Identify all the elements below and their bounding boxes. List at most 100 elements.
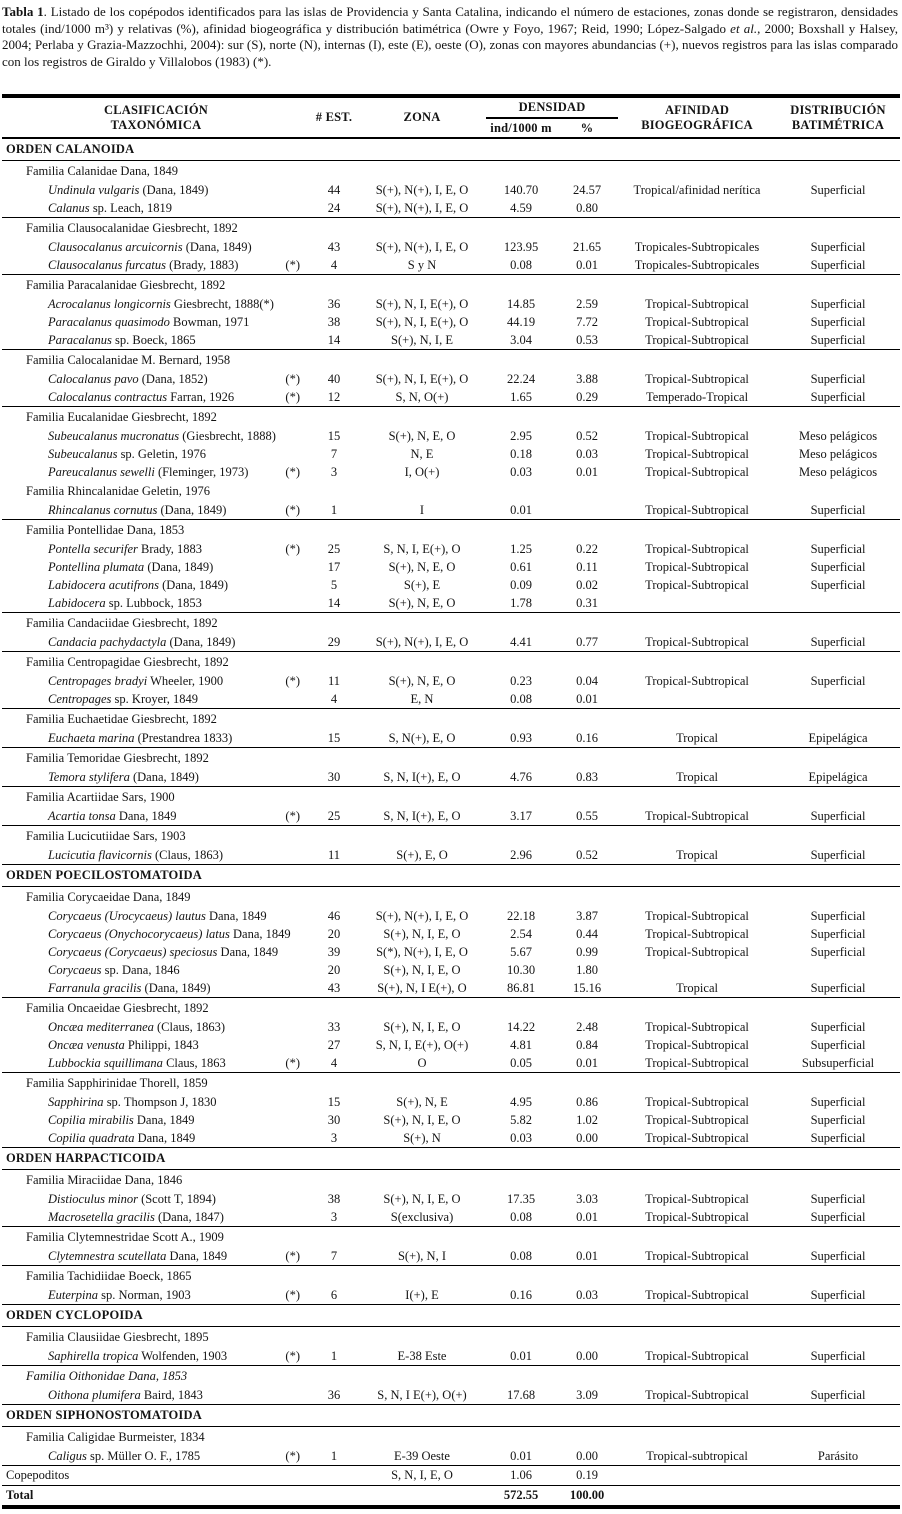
percent-cell: 1.80	[576, 963, 598, 977]
species-row: Calanus sp. Leach, 1819 24 S(+), N(+), I, …	[2, 199, 900, 218]
taxon-name: Clausocalanus furcatus (Brady, 1883)	[48, 258, 239, 272]
zone-cell: I, O(+)	[404, 465, 440, 479]
stations-cell: 25	[327, 809, 341, 823]
affinity-cell: Tropical-Subtropical	[645, 1349, 749, 1363]
taxon-name: Centropages bradyi Wheeler, 1900	[48, 674, 224, 688]
zone-cell: S(+), N, I	[397, 1249, 447, 1263]
taxon-name: Paracalanus quasimodo Bowman, 1971	[48, 315, 250, 329]
taxon-name: Temora stylifera (Dana, 1849)	[48, 770, 199, 784]
zone-cell: S(+), N, I, E(+), O	[375, 297, 469, 311]
family-row: Familia Centropagidae Giesbrecht, 1892	[2, 651, 901, 672]
distribution-cell: Epipelágica	[808, 770, 868, 784]
affinity-cell: Tropical-Subtropical	[645, 927, 749, 941]
group-label: Familia Clausocalanidae Giesbrecht, 1892	[26, 221, 238, 235]
species-row: Corycaeus (Corycaeus) speciosus Dana, 18…	[2, 943, 900, 961]
percent-cell: 3.03	[576, 1192, 598, 1206]
taxon-name: Calocalanus contractus Farran, 1926	[48, 390, 235, 404]
taxon-name: Subeucalanus mucronatus (Giesbrecht, 188…	[48, 429, 276, 443]
group-label: Familia Clausiidae Giesbrecht, 1895	[26, 1330, 209, 1344]
taxon-name: Pontellina plumata (Dana, 1849)	[48, 560, 214, 574]
affinity-cell: Tropical	[676, 848, 718, 862]
percent-cell: 0.00	[576, 1131, 598, 1145]
new-record-marker: (*)	[285, 390, 300, 404]
affinity-cell: Tropical-Subtropical	[645, 1056, 749, 1070]
taxon-name: Euchaeta marina (Prestandrea 1833)	[48, 731, 233, 745]
col-header-density: DENSIDAD	[486, 96, 619, 119]
taxon-name: Farranula gracilis (Dana, 1849)	[48, 981, 211, 995]
species-row: Clausocalanus furcatus (Brady, 1883) (*) 4…	[2, 256, 900, 275]
affinity-cell: Tropical-Subtropical	[645, 909, 749, 923]
stations-cell: 12	[327, 390, 341, 404]
stations-cell: 20	[327, 927, 341, 941]
affinity-cell: Tropical-Subtropical	[645, 333, 749, 347]
species-row: Clausocalanus arcuicornis (Dana, 1849) 43…	[2, 238, 900, 256]
percent-cell: 0.52	[576, 429, 598, 443]
stations-cell: 1	[330, 1449, 338, 1463]
taxon-name: Oncæa mediterranea (Claus, 1863)	[48, 1020, 226, 1034]
order-row: ORDEN HARPACTICOIDA	[2, 1147, 901, 1170]
density-cell: 1.78	[510, 596, 532, 610]
order-row: ORDEN POECILOSTOMATOIDA	[2, 864, 901, 887]
percent-cell: 0.01	[576, 258, 598, 272]
percent-cell: 0.01	[576, 1056, 598, 1070]
species-row: Calocalanus pavo (Dana, 1852) (*) 40 S(+), …	[2, 370, 900, 388]
family-row: Familia Caligidae Burmeister, 1834	[2, 1427, 900, 1448]
percent-cell: 0.03	[576, 447, 598, 461]
percent-cell: 0.52	[576, 848, 598, 862]
density-cell: 17.68	[506, 1388, 536, 1402]
percent-cell	[556, 501, 618, 520]
family-row: Familia Rhincalanidae Geletin, 1976	[2, 481, 900, 501]
density-cell: 0.18	[510, 447, 532, 461]
stations-cell: 4	[330, 258, 338, 272]
zone-cell: S(exclusiva)	[390, 1210, 454, 1224]
zone-cell: S(+), N(+), I, E, O	[375, 909, 469, 923]
density-cell: 14.85	[506, 297, 536, 311]
affinity-cell: Tropical-Subtropical	[645, 1288, 749, 1302]
new-record-marker: (*)	[285, 542, 300, 556]
taxon-name: Acartia tonsa Dana, 1849	[48, 809, 177, 823]
stations-cell: 20	[327, 963, 341, 977]
affinity-cell	[618, 199, 776, 218]
affinity-cell	[618, 961, 776, 979]
density-cell: 0.08	[510, 1210, 532, 1224]
taxon-name: Clytemnestra scutellata Dana, 1849	[48, 1249, 228, 1263]
stations-cell	[310, 1465, 358, 1486]
stations-cell: 39	[327, 945, 341, 959]
taxon-name: Caligus sp. Müller O. F., 1785	[48, 1449, 201, 1463]
percent-cell: 0.53	[576, 333, 598, 347]
family-row: Familia Oithonidae Dana, 1853	[2, 1365, 901, 1386]
group-label: Familia Calanidae Dana, 1849	[26, 164, 179, 178]
species-row: Undinula vulgaris (Dana, 1849) 44 S(+), N(…	[2, 181, 900, 199]
distribution-cell: Superficial	[810, 927, 866, 941]
stations-cell: 14	[327, 333, 341, 347]
stations-cell: 14	[327, 596, 341, 610]
stations-cell: 24	[327, 201, 341, 215]
zone-cell: S(+), N	[403, 1131, 441, 1145]
percent-cell: 2.59	[576, 297, 598, 311]
density-cell: 0.05	[510, 1056, 532, 1070]
species-row: Corycaeus (Onychocorycaeus) latus Dana, …	[2, 925, 900, 943]
summary-row: Total 572.55 100.00	[2, 1485, 901, 1507]
taxon-name: Corycaeus sp. Dana, 1846	[48, 963, 180, 977]
percent-cell: 3.09	[576, 1388, 598, 1402]
zone-cell: S(+), N, E, O	[388, 560, 456, 574]
species-row: Paracalanus quasimodo Bowman, 1971 38 S(+)…	[2, 313, 900, 331]
species-row: Clytemnestra scutellata Dana, 1849 (*) 7 S(…	[2, 1247, 900, 1266]
affinity-cell: Tropical-Subtropical	[645, 1249, 749, 1263]
distribution-cell: Superficial	[810, 981, 866, 995]
density-cell: 2.54	[510, 927, 532, 941]
new-record-marker: (*)	[285, 1449, 300, 1463]
density-cell: 4.41	[510, 635, 532, 649]
species-row: Farranula gracilis (Dana, 1849) 43 S(+), N…	[2, 979, 900, 998]
group-label: Familia Temoridae Giesbrecht, 1892	[26, 751, 209, 765]
zone-cell: S, N, I, E(+), O(+)	[375, 1038, 469, 1052]
taxon-name: Clausocalanus arcuicornis (Dana, 1849)	[48, 240, 252, 254]
taxon-name: Macrosetella gracilis (Dana, 1847)	[48, 1210, 224, 1224]
distribution-cell: Superficial	[810, 1038, 866, 1052]
percent-cell: 0.03	[576, 1288, 598, 1302]
order-row: ORDEN SIPHONOSTOMATOIDA	[2, 1404, 901, 1427]
group-label: ORDEN CYCLOPOIDA	[6, 1308, 143, 1322]
zone-cell: E-38 Este	[397, 1349, 447, 1363]
distribution-cell: Superficial	[810, 240, 866, 254]
family-row: Familia Oncaeidae Giesbrecht, 1892	[2, 997, 901, 1018]
